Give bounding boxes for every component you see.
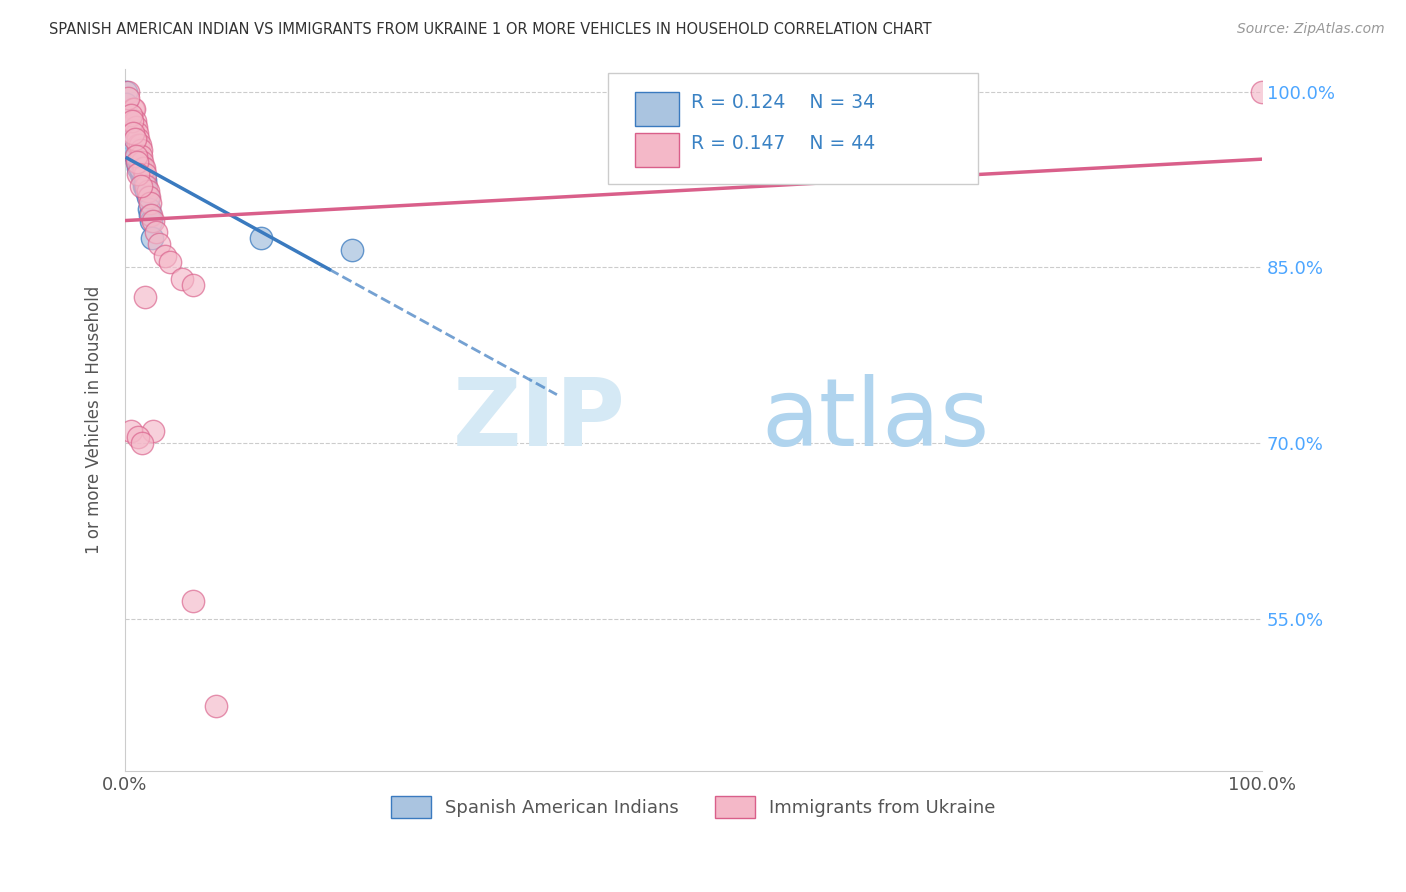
Point (122, 137, 145, 152)
Point (127, 155, 149, 169)
Point (142, 213, 165, 227)
Point (131, 436, 153, 450)
Point (121, 137, 143, 152)
Point (129, 144, 152, 158)
Point (120, 108, 142, 122)
Point (170, 272, 193, 286)
Point (131, 155, 153, 169)
Bar (636, 133, 679, 167)
Point (153, 249, 176, 263)
Point (129, 178, 152, 193)
Point (127, 430, 149, 444)
Point (138, 202, 160, 216)
FancyBboxPatch shape (607, 73, 977, 185)
Point (134, 172, 156, 186)
Point (204, 699, 226, 714)
Point (124, 114, 146, 128)
Point (250, 231, 273, 245)
Point (145, 225, 167, 239)
Point (117, 85, 139, 99)
Point (134, 167, 156, 181)
Point (134, 178, 156, 193)
Point (1251, 85, 1274, 99)
Point (159, 254, 181, 268)
Point (121, 103, 143, 117)
Point (142, 425, 165, 439)
Text: R = 0.124    N = 34: R = 0.124 N = 34 (692, 93, 875, 112)
Point (134, 161, 156, 175)
Point (117, 91, 139, 105)
Point (139, 196, 162, 211)
Text: R = 0.147    N = 44: R = 0.147 N = 44 (692, 135, 876, 153)
Point (121, 126, 143, 140)
Point (139, 208, 162, 222)
Text: ZIP: ZIP (453, 374, 626, 466)
Point (181, 594, 204, 608)
Point (134, 178, 156, 193)
Point (127, 126, 149, 140)
Point (127, 132, 149, 146)
Point (121, 114, 143, 128)
Point (135, 178, 157, 193)
Point (127, 155, 149, 169)
Point (118, 120, 141, 134)
Point (120, 425, 142, 439)
Point (132, 161, 155, 175)
Point (122, 144, 145, 158)
Point (125, 149, 148, 163)
Point (115, 96, 138, 111)
Text: Source: ZipAtlas.com: Source: ZipAtlas.com (1237, 22, 1385, 37)
Point (129, 167, 152, 181)
Point (128, 137, 150, 152)
Point (128, 155, 150, 169)
Point (120, 132, 142, 146)
Point (125, 149, 148, 163)
Point (131, 167, 153, 181)
Point (181, 278, 204, 293)
Point (136, 185, 159, 199)
Point (128, 161, 150, 175)
Point (148, 237, 170, 252)
Text: SPANISH AMERICAN INDIAN VS IMMIGRANTS FROM UKRAINE 1 OR MORE VEHICLES IN HOUSEHO: SPANISH AMERICAN INDIAN VS IMMIGRANTS FR… (49, 22, 932, 37)
Point (121, 132, 143, 146)
Point (125, 120, 148, 134)
Point (127, 167, 149, 181)
Bar (636, 93, 679, 126)
Point (127, 149, 149, 163)
Point (134, 290, 156, 304)
Text: atlas: atlas (762, 374, 990, 466)
Point (127, 155, 149, 169)
Point (136, 190, 159, 204)
Point (125, 149, 148, 163)
Point (132, 172, 155, 186)
Y-axis label: 1 or more Vehicles in Household: 1 or more Vehicles in Household (86, 285, 103, 554)
Point (139, 208, 162, 222)
Point (129, 149, 152, 163)
Point (135, 185, 157, 199)
Point (138, 190, 160, 204)
Point (117, 114, 139, 128)
Point (124, 132, 146, 146)
Point (342, 243, 364, 257)
Point (141, 231, 163, 245)
Point (127, 137, 149, 152)
Point (124, 144, 146, 158)
Point (139, 213, 162, 227)
Legend: Spanish American Indians, Immigrants from Ukraine: Spanish American Indians, Immigrants fro… (384, 789, 1002, 825)
Point (128, 161, 150, 175)
Point (131, 167, 153, 181)
Point (122, 103, 145, 117)
Point (115, 85, 138, 99)
Point (127, 161, 149, 175)
